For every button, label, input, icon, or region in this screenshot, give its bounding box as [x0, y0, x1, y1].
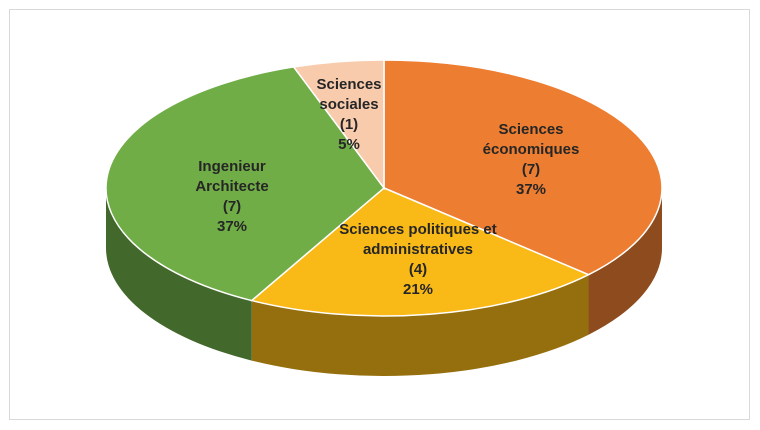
- data-label: Ingenieur Architecte (7) 37%: [177, 157, 287, 237]
- slice-side: [251, 274, 589, 376]
- slice-side: [588, 188, 662, 335]
- category-name: Sciences sociales: [316, 76, 382, 113]
- category-name: Sciences économiques: [482, 121, 580, 158]
- data-label: Sciences économiques (7) 37%: [471, 120, 591, 200]
- category-name: Ingenieur Architecte: [195, 158, 269, 195]
- count-label: (4): [408, 261, 428, 278]
- count-label: (7): [222, 198, 242, 215]
- slice: [105, 66, 386, 302]
- percent-label: 37%: [216, 218, 248, 235]
- count-label: (1): [339, 116, 359, 133]
- data-label: Sciences sociales (1) 5%: [307, 75, 391, 155]
- category-name: Sciences politiques et administratives: [339, 221, 497, 258]
- percent-label: 21%: [402, 281, 434, 298]
- count-label: (7): [521, 161, 541, 178]
- percent-label: 5%: [338, 136, 360, 153]
- slice: [292, 59, 385, 191]
- slice: [383, 59, 663, 276]
- percent-label: 37%: [515, 181, 547, 198]
- slice: [250, 187, 591, 317]
- slice-side: [106, 188, 252, 361]
- data-label: Sciences politiques et administratives (4…: [328, 220, 508, 300]
